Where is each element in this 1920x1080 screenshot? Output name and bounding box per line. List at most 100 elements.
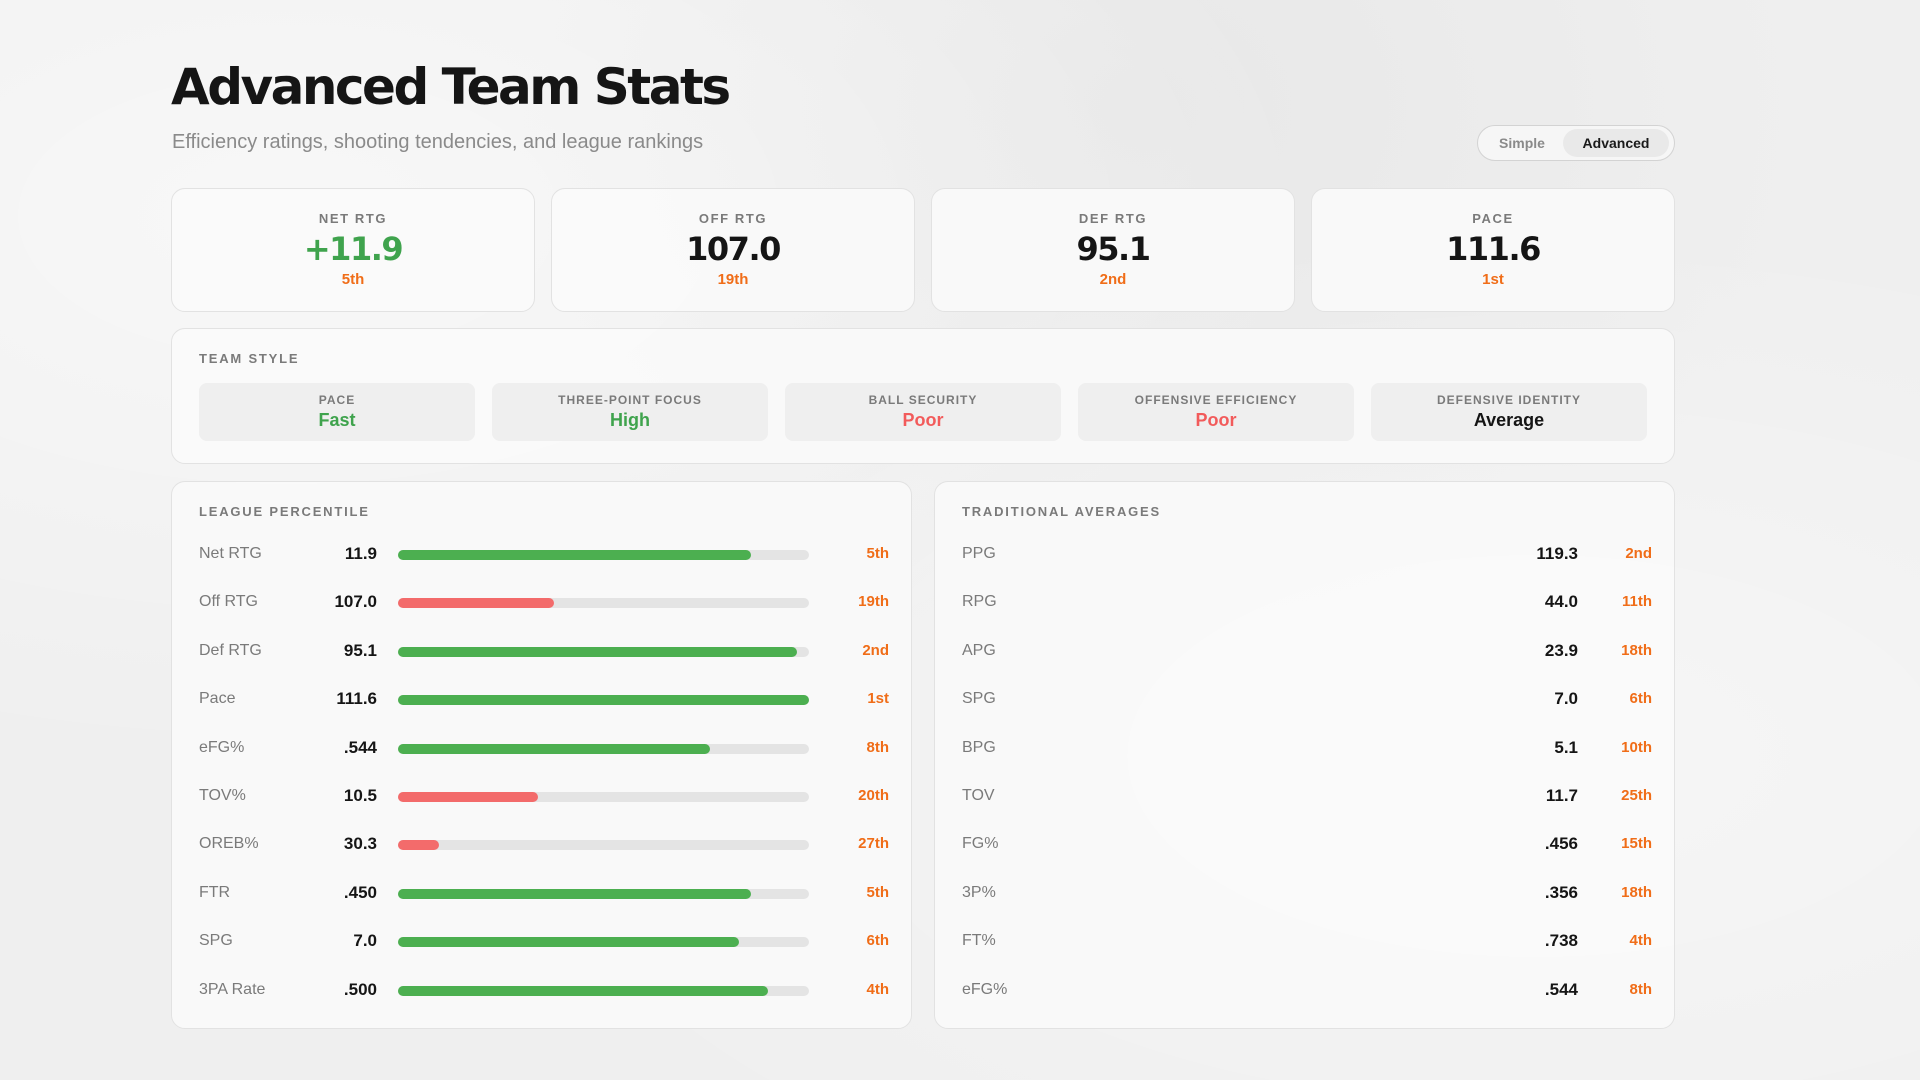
traditional-averages-card: TRADITIONAL AVERAGES PPG 119.3 2nd RPG 44.0 1… bbox=[934, 481, 1675, 1029]
kpi-rank: 19th bbox=[717, 271, 749, 288]
toggle-advanced-button[interactable]: Advanced bbox=[1563, 129, 1669, 157]
percentile-bar-fill bbox=[398, 646, 797, 657]
kpi-label: PACE bbox=[1472, 211, 1514, 226]
percentile-row-name: Pace bbox=[199, 690, 236, 708]
percentile-bar-fill bbox=[398, 598, 555, 609]
percentile-bar-track bbox=[398, 743, 809, 754]
percentile-bar-track bbox=[398, 598, 809, 609]
traditional-row-rank: 25th bbox=[1621, 787, 1652, 804]
percentile-bar-fill bbox=[398, 937, 740, 948]
traditional-averages-label: TRADITIONAL AVERAGES bbox=[962, 504, 1161, 519]
percentile-row-name: eFG% bbox=[199, 738, 245, 756]
league-percentile-label: LEAGUE PERCENTILE bbox=[199, 504, 370, 519]
percentile-row: FTR .450 5th bbox=[199, 883, 889, 903]
traditional-row-value: 7.0 bbox=[1554, 689, 1578, 709]
style-tile-title: BALL SECURITY bbox=[868, 393, 978, 407]
style-tile-ball-security: BALL SECURITY Poor bbox=[785, 383, 1061, 441]
percentile-bar-track bbox=[398, 646, 809, 657]
traditional-row: BPG 5.1 10th bbox=[962, 738, 1652, 758]
traditional-row-value: .456 bbox=[1544, 834, 1578, 854]
percentile-bar-fill bbox=[398, 985, 768, 996]
style-tile-title: DEFENSIVE IDENTITY bbox=[1436, 393, 1582, 407]
traditional-row: APG 23.9 18th bbox=[962, 641, 1652, 661]
traditional-row-value: 23.9 bbox=[1544, 640, 1578, 660]
kpi-card-def-rtg: DEF RTG 95.1 2nd bbox=[931, 188, 1295, 312]
kpi-card-net-rtg: NET RTG +11.9 5th bbox=[171, 188, 535, 312]
percentile-bar-track bbox=[398, 550, 809, 560]
style-tile-title: THREE-POINT FOCUS bbox=[558, 393, 702, 407]
traditional-row-value: .356 bbox=[1544, 882, 1578, 902]
percentile-row-name: SPG bbox=[199, 932, 233, 950]
toggle-simple-button[interactable]: Simple bbox=[1499, 135, 1545, 151]
page-title: Advanced Team Stats bbox=[171, 58, 731, 116]
traditional-row-name: 3P% bbox=[962, 883, 996, 901]
traditional-row-name: SPG bbox=[962, 690, 996, 708]
traditional-row-rank: 2nd bbox=[1625, 545, 1652, 562]
style-tile-value: High bbox=[610, 410, 650, 430]
percentile-row-rank: 19th bbox=[858, 593, 889, 611]
kpi-value: 95.1 bbox=[1076, 230, 1151, 268]
kpi-rank: 5th bbox=[341, 271, 365, 288]
percentile-row-rank: 1st bbox=[867, 690, 889, 708]
style-tile-title: PACE bbox=[318, 393, 356, 407]
percentile-row: Net RTG 11.9 5th bbox=[199, 544, 889, 564]
percentile-row: Off RTG 107.0 19th bbox=[199, 592, 889, 612]
percentile-row-name: 3PA Rate bbox=[199, 980, 266, 998]
percentile-bar-track bbox=[398, 695, 809, 706]
view-toggle[interactable]: Simple Advanced bbox=[1477, 125, 1675, 161]
kpi-label: DEF RTG bbox=[1078, 211, 1148, 226]
style-tile-value: Poor bbox=[902, 410, 944, 430]
percentile-bar-fill bbox=[398, 743, 711, 754]
traditional-row-rank: 18th bbox=[1621, 883, 1652, 901]
percentile-bar-track bbox=[398, 840, 809, 851]
percentile-row: Def RTG 95.1 2nd bbox=[199, 641, 889, 661]
traditional-row-value: .738 bbox=[1544, 931, 1578, 951]
traditional-row-rank: 8th bbox=[1629, 980, 1653, 998]
kpi-rank: 2nd bbox=[1099, 271, 1127, 288]
percentile-row: Pace 111.6 1st bbox=[199, 689, 889, 709]
style-tile-value: Average bbox=[1473, 410, 1545, 430]
traditional-row: FG% .456 15th bbox=[962, 834, 1652, 854]
traditional-row-rank: 15th bbox=[1621, 835, 1652, 853]
percentile-row-value: 95.1 bbox=[343, 640, 377, 660]
percentile-row-name: Off RTG bbox=[199, 593, 258, 611]
percentile-row-value: 107.0 bbox=[334, 592, 377, 612]
kpi-value: 111.6 bbox=[1446, 230, 1541, 268]
style-tile-pace: PACE Fast bbox=[199, 383, 475, 441]
league-percentile-card: LEAGUE PERCENTILE Net RTG 11.9 5th Off RTG 1… bbox=[171, 481, 912, 1029]
percentile-bar-fill bbox=[398, 888, 752, 899]
style-tile-offensive-efficiency: OFFENSIVE EFFICIENCY Poor bbox=[1078, 383, 1354, 441]
percentile-bar-track bbox=[398, 937, 809, 948]
traditional-row: 3P% .356 18th bbox=[962, 883, 1652, 903]
percentile-row-value: 11.9 bbox=[344, 544, 377, 563]
percentile-row-value: 7.0 bbox=[353, 931, 377, 951]
traditional-row-name: FT% bbox=[962, 932, 996, 950]
traditional-row-rank: 6th bbox=[1629, 690, 1653, 708]
traditional-row: SPG 7.0 6th bbox=[962, 689, 1652, 709]
percentile-row-value: .500 bbox=[343, 979, 377, 999]
traditional-row-value: 119.3 bbox=[1536, 544, 1578, 563]
kpi-card-off-rtg: OFF RTG 107.0 19th bbox=[551, 188, 915, 312]
kpi-rank: 1st bbox=[1482, 271, 1504, 288]
traditional-row-name: BPG bbox=[962, 738, 996, 756]
traditional-row: RPG 44.0 11th bbox=[962, 592, 1652, 612]
percentile-bar-fill bbox=[398, 792, 538, 802]
traditional-row-rank: 18th bbox=[1621, 641, 1652, 659]
traditional-row-value: .544 bbox=[1544, 979, 1578, 999]
style-tile-defensive-identity: DEFENSIVE IDENTITY Average bbox=[1371, 383, 1647, 441]
team-style-card: TEAM STYLE PACE Fast THREE-POINT FOCUS H… bbox=[171, 328, 1675, 464]
percentile-row-rank: 27th bbox=[858, 835, 889, 853]
traditional-row-name: APG bbox=[962, 641, 996, 659]
percentile-row-rank: 4th bbox=[866, 980, 890, 998]
traditional-row-name: eFG% bbox=[962, 980, 1008, 998]
percentile-bar-fill bbox=[398, 550, 752, 560]
traditional-row: eFG% .544 8th bbox=[962, 980, 1652, 1000]
traditional-row: PPG 119.3 2nd bbox=[962, 544, 1652, 564]
percentile-row-value: .544 bbox=[343, 737, 377, 757]
percentile-row-rank: 5th bbox=[866, 883, 890, 901]
percentile-bar-track bbox=[398, 792, 809, 802]
team-style-grid: PACE Fast THREE-POINT FOCUS High BALL SE… bbox=[199, 383, 1647, 441]
kpi-label: OFF RTG bbox=[698, 211, 768, 226]
kpi-value: 107.0 bbox=[686, 230, 781, 268]
percentile-row-value: .450 bbox=[343, 882, 377, 902]
